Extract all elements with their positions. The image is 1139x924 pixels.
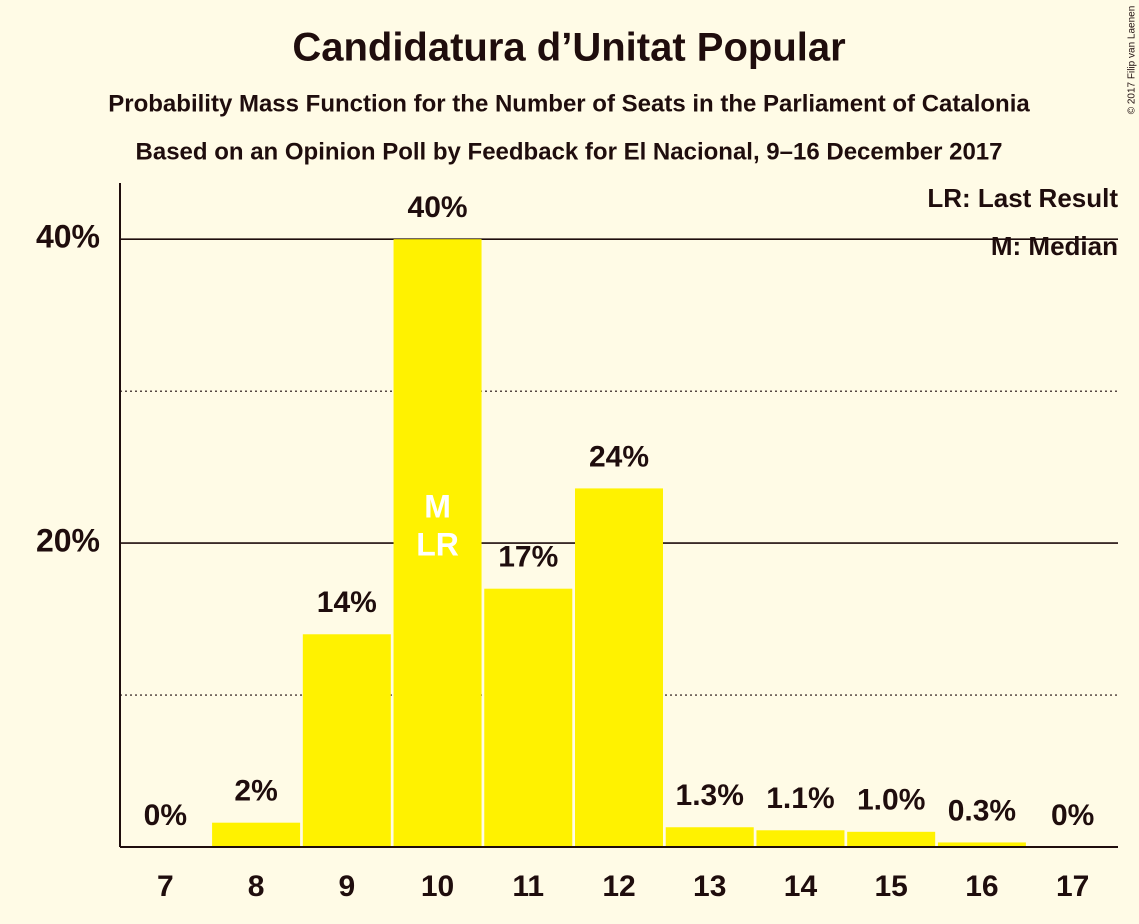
x-tick-label: 17	[1056, 870, 1089, 903]
legend-entry: M: Median	[991, 231, 1118, 261]
y-tick-label: 40%	[36, 219, 100, 255]
x-tick-label: 8	[248, 870, 265, 903]
chart-subtitle: Probability Mass Function for the Number…	[108, 90, 1030, 117]
x-tick-label: 12	[602, 870, 635, 903]
value-label: 2%	[234, 775, 277, 808]
x-tick-label: 10	[421, 870, 454, 903]
bar	[937, 842, 1026, 847]
x-tick-label: 16	[965, 870, 998, 903]
chart-subtitle: Based on an Opinion Poll by Feedback for…	[136, 138, 1003, 165]
bar	[484, 588, 573, 847]
chart-title: Candidatura d’Unitat Popular	[292, 26, 845, 70]
value-label: 1.3%	[676, 779, 744, 812]
x-tick-label: 11	[512, 870, 544, 903]
x-tick-label: 14	[784, 870, 818, 903]
value-label: 1.1%	[766, 782, 834, 815]
bar-annotation: M	[424, 488, 451, 524]
value-label: 40%	[408, 191, 468, 224]
bar	[574, 488, 664, 847]
bar	[302, 634, 391, 847]
value-label: 0%	[144, 799, 187, 832]
value-label: 0.3%	[948, 794, 1016, 827]
x-tick-label: 13	[693, 870, 726, 903]
x-tick-label: 9	[338, 870, 355, 903]
copyright: © 2017 Filip van Laenen	[1127, 6, 1138, 115]
value-label: 14%	[317, 586, 377, 619]
y-tick-label: 20%	[36, 523, 100, 559]
legend-entry: LR: Last Result	[927, 183, 1118, 213]
bar	[847, 831, 936, 847]
value-label: 1.0%	[857, 784, 925, 817]
bar-annotation: LR	[416, 526, 459, 562]
value-label: 24%	[589, 440, 649, 473]
bar	[665, 827, 754, 847]
value-label: 17%	[498, 541, 558, 574]
value-label: 0%	[1051, 799, 1094, 832]
bar	[212, 822, 301, 847]
x-tick-label: 15	[874, 870, 907, 903]
bar	[756, 830, 845, 847]
bar	[393, 239, 482, 848]
x-tick-label: 7	[157, 870, 174, 903]
